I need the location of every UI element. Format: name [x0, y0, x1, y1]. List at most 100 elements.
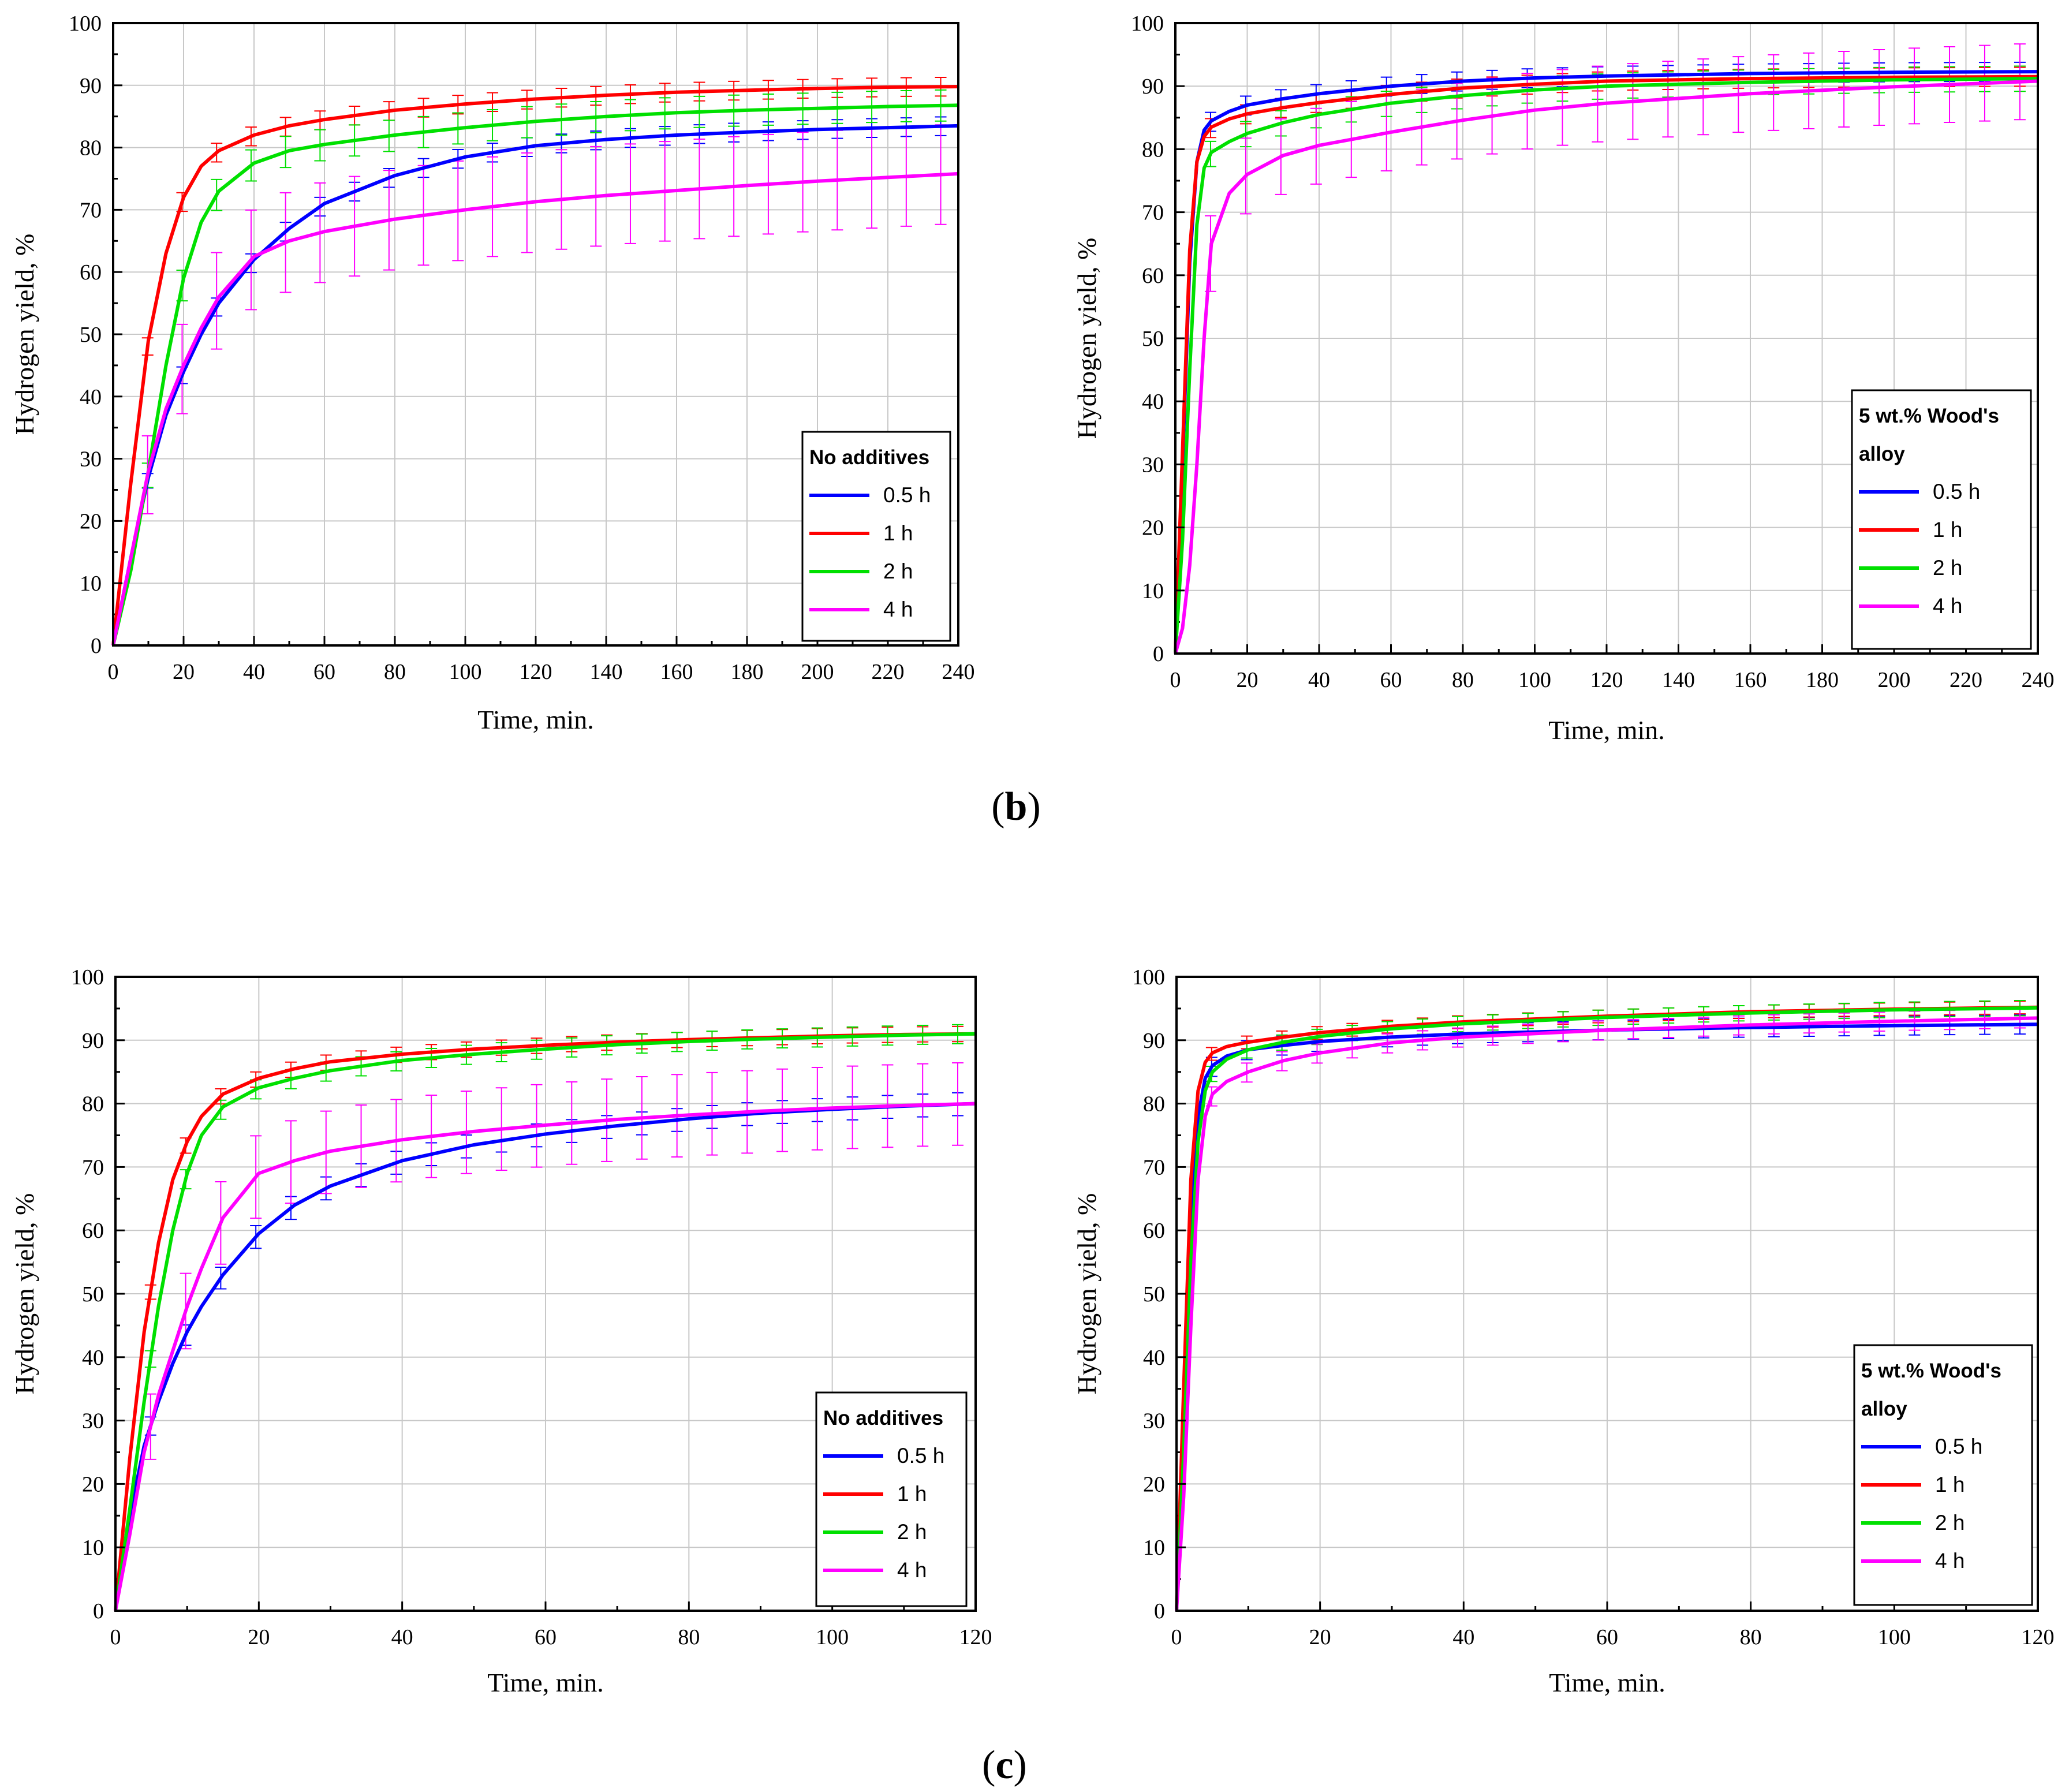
legend-label-1-h: 1 h — [883, 521, 913, 545]
legend-label-0-5-h: 0.5 h — [1935, 1435, 1982, 1458]
x-tick-label: 120 — [959, 1625, 992, 1649]
legend-title: No additives — [809, 446, 929, 469]
y-tick-label: 70 — [80, 198, 102, 222]
y-tick-label: 90 — [1143, 1029, 1165, 1053]
y-tick-label: 30 — [80, 447, 102, 472]
legend-label-0-5-h: 0.5 h — [897, 1444, 944, 1468]
y-tick-label: 90 — [82, 1029, 104, 1053]
series-line-0-5-h — [114, 1102, 976, 1611]
x-tick-label: 60 — [313, 660, 335, 684]
y-tick-label: 80 — [1142, 137, 1164, 162]
x-tick-label: 200 — [1878, 668, 1911, 692]
legend-label-1-h: 1 h — [1935, 1473, 1965, 1496]
x-tick-label: 220 — [872, 660, 905, 684]
y-tick-label: 30 — [82, 1409, 104, 1433]
legend: 5 wt.% Wood's alloy 0.5 h 1 h 2 h 4 h — [1851, 389, 2032, 650]
chart-b-right: 0 20 40 60 80 100 120 140 160 180 200 220 240 0 10 20 30… — [1072, 12, 2055, 745]
x-axis-title: Time, min. — [1549, 1668, 1665, 1697]
legend: No additives 0.5 h 1 h 2 h 4 h — [815, 1391, 968, 1607]
y-tick-label: 90 — [80, 74, 102, 98]
y-tick-label: 20 — [1143, 1472, 1165, 1496]
y-tick-label: 50 — [1143, 1282, 1165, 1306]
y-tick-label: 60 — [82, 1219, 104, 1243]
legend-title: 5 wt.% Wood's — [1859, 405, 1999, 427]
x-tick-label: 220 — [1950, 668, 1982, 692]
x-axis-title: Time, min. — [1548, 715, 1665, 745]
x-tick-label: 40 — [243, 660, 265, 684]
legend-label-4-h: 4 h — [883, 598, 913, 621]
x-tick-label: 80 — [384, 660, 406, 684]
x-tick-label: 0 — [110, 1625, 121, 1649]
y-tick-label: 0 — [1153, 642, 1164, 666]
x-tick-label: 0 — [1170, 668, 1181, 692]
y-tick-label: 20 — [80, 509, 102, 533]
y-tick-label: 60 — [1142, 264, 1164, 288]
legend-label-2-h: 2 h — [1933, 556, 1962, 580]
y-tick-label: 10 — [1142, 579, 1164, 603]
y-tick-label: 50 — [82, 1282, 104, 1306]
x-tick-label: 140 — [590, 660, 623, 684]
y-tick-label: 30 — [1143, 1409, 1165, 1433]
y-tick-label: 60 — [1143, 1219, 1165, 1243]
y-tick-label: 10 — [1143, 1536, 1165, 1560]
x-tick-label: 0 — [1171, 1625, 1182, 1649]
y-tick-label: 50 — [1142, 327, 1164, 351]
y-tick-label: 10 — [80, 572, 102, 596]
series-line-4-h — [1175, 1016, 2038, 1611]
legend: No additives 0.5 h 1 h 2 h 4 h — [801, 431, 951, 642]
y-axis-title: Hydrogen yield, % — [1072, 238, 1101, 439]
x-tick-label: 120 — [520, 660, 552, 684]
y-tick-label: 20 — [1142, 516, 1164, 540]
legend-label-1-h: 1 h — [897, 1482, 927, 1506]
x-tick-label: 40 — [1308, 668, 1330, 692]
y-tick-label: 0 — [93, 1599, 104, 1623]
y-axis-title: Hydrogen yield, % — [1072, 1193, 1101, 1395]
legend-label-2-h: 2 h — [1935, 1511, 1965, 1535]
legend-label-4-h: 4 h — [897, 1558, 927, 1582]
y-tick-label: 100 — [69, 12, 102, 36]
series-line-2-h — [1175, 1006, 2038, 1611]
series-line-2-h — [1174, 77, 2038, 654]
legend-box — [801, 431, 951, 642]
legend-label-2-h: 2 h — [897, 1520, 927, 1544]
x-tick-label: 40 — [391, 1625, 413, 1649]
y-tick-label: 80 — [1143, 1092, 1165, 1117]
y-axis-title: Hydrogen yield, % — [10, 1193, 39, 1395]
x-tick-label: 120 — [2022, 1625, 2055, 1649]
x-tick-label: 80 — [1452, 668, 1474, 692]
x-tick-label: 40 — [1452, 1625, 1474, 1649]
x-tick-label: 240 — [942, 660, 975, 684]
series-line-2-h — [114, 1032, 976, 1611]
x-tick-label: 100 — [1878, 1625, 1911, 1649]
y-tick-label: 100 — [1132, 965, 1165, 990]
y-tick-label: 70 — [1143, 1155, 1165, 1179]
legend-label-0-5-h: 0.5 h — [1933, 480, 1980, 503]
legend-label-2-h: 2 h — [883, 559, 913, 583]
x-tick-label: 100 — [449, 660, 482, 684]
x-tick-label: 100 — [816, 1625, 849, 1649]
x-tick-label: 60 — [1596, 1625, 1618, 1649]
series-line-2-h — [111, 103, 959, 646]
y-tick-label: 40 — [80, 385, 102, 409]
x-tick-label: 160 — [1734, 668, 1767, 692]
x-axis-title: Time, min. — [487, 1668, 604, 1697]
y-tick-label: 40 — [1142, 390, 1164, 414]
panel-label-c-letter: c — [995, 1743, 1013, 1787]
legend-title: 5 wt.% Wood's — [1861, 1360, 2001, 1382]
x-tick-label: 80 — [1740, 1625, 1762, 1649]
y-tick-label: 30 — [1142, 453, 1164, 477]
y-tick-label: 100 — [1131, 12, 1164, 36]
y-tick-label: 20 — [82, 1472, 104, 1496]
legend-label-0-5-h: 0.5 h — [883, 483, 931, 507]
x-tick-label: 140 — [1662, 668, 1695, 692]
x-tick-label: 160 — [660, 660, 693, 684]
x-tick-label: 80 — [678, 1625, 700, 1649]
series-line-4-h — [114, 1102, 976, 1611]
series-line-4-h — [1174, 79, 2038, 654]
series-line-1-h — [1174, 74, 2038, 654]
y-tick-label: 10 — [82, 1536, 104, 1560]
x-tick-label: 20 — [173, 660, 195, 684]
chart-c-left: 0 20 40 60 80 100 120 0 10 20 30 40 50 60 70 80 90 100 Tim… — [10, 965, 992, 1697]
legend-label-4-h: 4 h — [1935, 1549, 1965, 1573]
